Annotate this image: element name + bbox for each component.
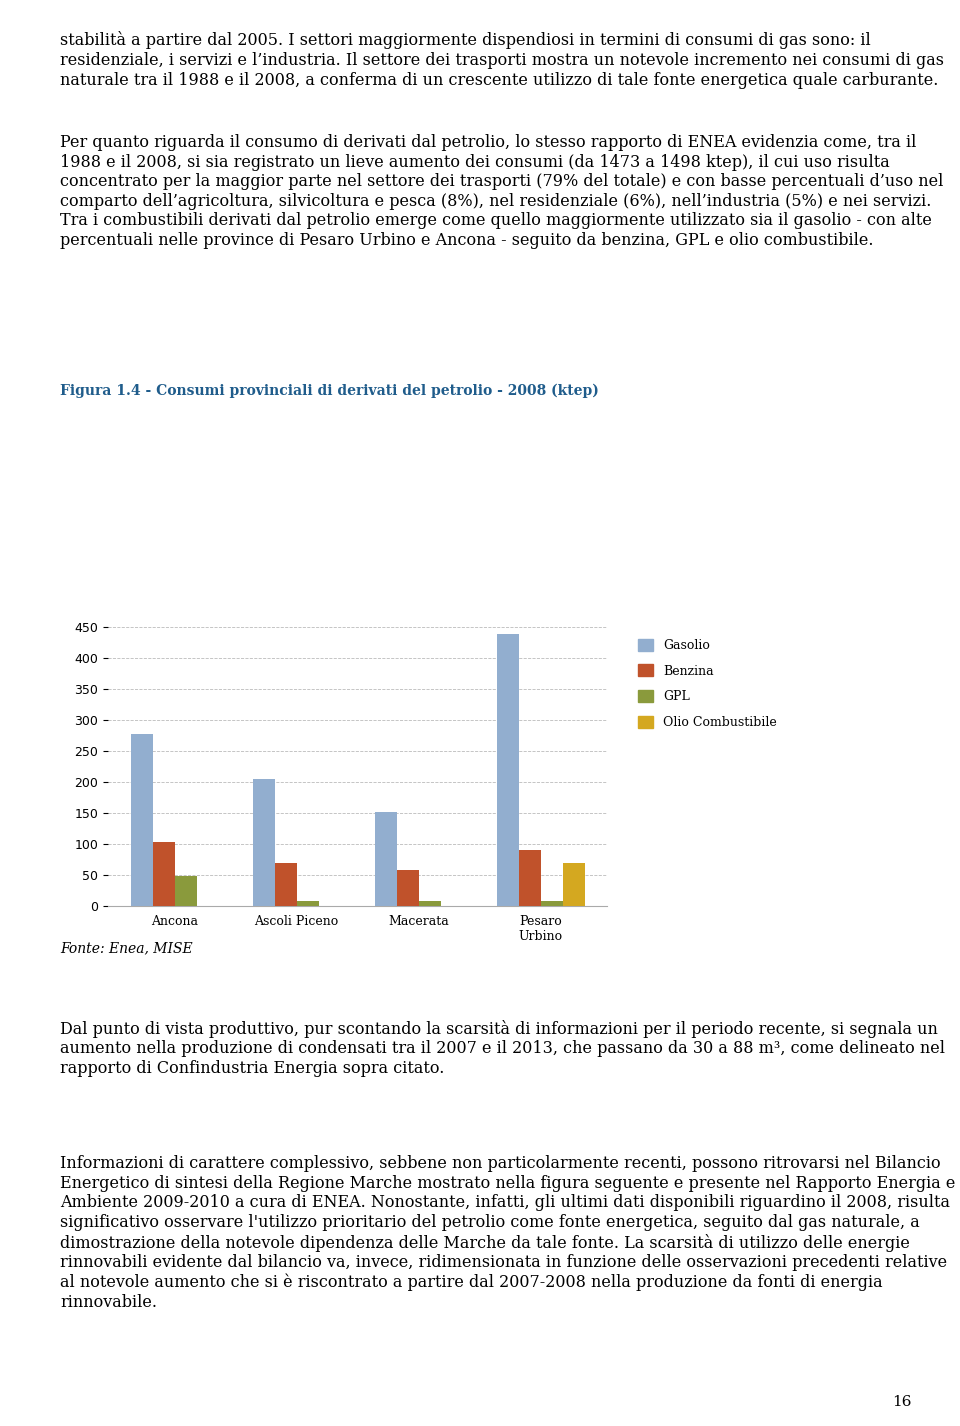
Text: Fonte: Enea, MISE: Fonte: Enea, MISE (60, 941, 193, 955)
Bar (297, 901, 319, 906)
Bar (252, 779, 275, 906)
Bar (419, 901, 441, 906)
Text: 16: 16 (893, 1395, 912, 1409)
Legend: Gasolio, Benzina, GPL, Olio Combustibile: Gasolio, Benzina, GPL, Olio Combustibile (634, 633, 782, 734)
Bar (540, 901, 563, 906)
Text: stabilità a partire dal 2005. I settori maggiormente dispendiosi in termini di c: stabilità a partire dal 2005. I settori … (60, 31, 944, 88)
Bar (396, 870, 419, 906)
Bar (153, 841, 175, 906)
Text: Per quanto riguarda il consumo di derivati dal petrolio, lo stesso rapporto di E: Per quanto riguarda il consumo di deriva… (60, 134, 944, 250)
Text: Informazioni di carattere complessivo, sebbene non particolarmente recenti, poss: Informazioni di carattere complessivo, s… (60, 1155, 955, 1310)
Bar (374, 811, 396, 906)
Bar (175, 877, 197, 906)
Bar (518, 850, 540, 906)
Text: Figura 1.4 - Consumi provinciali di derivati del petrolio - 2008 (ktep): Figura 1.4 - Consumi provinciali di deri… (60, 384, 599, 398)
Text: Dal punto di vista produttivo, pur scontando la scarsità di informazioni per il : Dal punto di vista produttivo, pur scont… (60, 1020, 945, 1077)
Bar (563, 864, 585, 906)
Bar (131, 734, 153, 906)
Bar (275, 864, 297, 906)
Bar (496, 633, 518, 906)
